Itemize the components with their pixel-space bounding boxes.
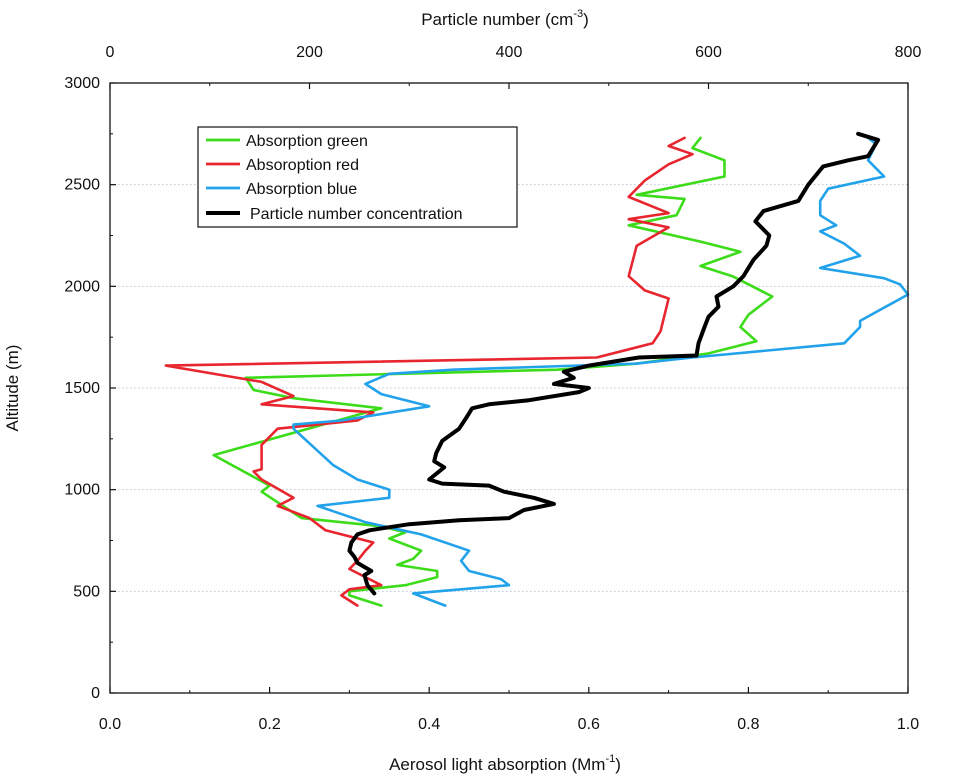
y-tick-label-3: 1500: [64, 380, 100, 397]
series-line-particle-number-concentration: [347, 131, 881, 596]
x-bottom-tick-label-2: 0.4: [418, 716, 440, 733]
series-layer: [164, 131, 910, 607]
x-top-tick-label-0: 0: [106, 44, 115, 61]
y-tick-label-5: 2500: [64, 177, 100, 194]
x-bottom-tick-label-0: 0.0: [99, 716, 121, 733]
series-line-absoroption-red: [164, 136, 694, 607]
x-axis-top-title: Particle number (cm-3): [421, 8, 589, 29]
legend-box: [197, 126, 518, 228]
x-bottom-tick-label-3: 0.6: [578, 716, 600, 733]
series-line-absorption-blue: [292, 136, 910, 607]
x-bottom-tick-label-4: 0.8: [737, 716, 759, 733]
y-axis-title: Altitude (m): [3, 345, 22, 432]
x-top-tick-label-1: 200: [296, 44, 323, 61]
x-axis-bottom-title: Aerosol light absorption (Mm-1): [389, 753, 621, 774]
legend-label-absoroption-red: Absoroption red: [246, 157, 359, 174]
y-tick-label-2: 1000: [64, 482, 100, 499]
y-tick-label-6: 3000: [64, 75, 100, 92]
y-tick-label-4: 2000: [64, 278, 100, 295]
x-top-tick-label-3: 600: [695, 44, 722, 61]
x-bottom-tick-label-5: 1.0: [897, 716, 919, 733]
series-line-absorption-green: [212, 136, 774, 607]
legend-label-absorption-blue: Absorption blue: [246, 181, 357, 198]
x-top-tick-label-4: 800: [895, 44, 922, 61]
gridlines: [110, 184, 908, 592]
x-top-tick-label-2: 400: [496, 44, 523, 61]
y-tick-label-0: 0: [91, 685, 100, 702]
legend: Absorption green Absoroption red Absorptio…: [197, 126, 518, 228]
y-tick-label-1: 500: [73, 583, 100, 600]
x-bottom-tick-label-1: 0.2: [258, 716, 280, 733]
legend-label-absorption-green: Absorption green: [246, 133, 368, 150]
legend-label-particle-number-concentration: Particle number concentration: [250, 206, 463, 223]
